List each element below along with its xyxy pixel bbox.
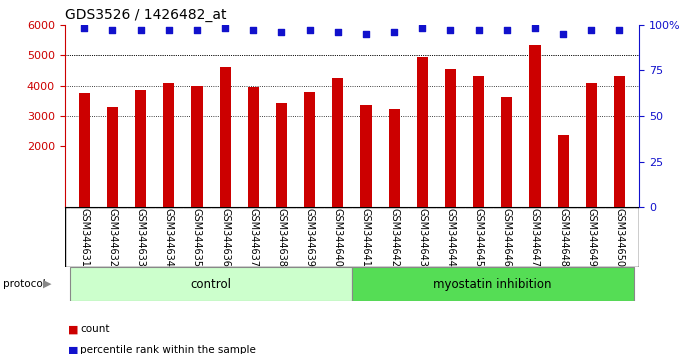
Point — [558, 31, 568, 37]
Text: GSM344650: GSM344650 — [615, 208, 624, 267]
Bar — [417, 57, 428, 207]
Text: GSM344648: GSM344648 — [558, 208, 568, 267]
Text: ■: ■ — [68, 346, 78, 354]
FancyBboxPatch shape — [352, 267, 634, 301]
Point — [473, 27, 484, 33]
Text: control: control — [190, 278, 232, 291]
Bar — [135, 90, 146, 207]
Text: GSM344647: GSM344647 — [530, 208, 540, 267]
Point — [163, 27, 174, 33]
Point — [417, 25, 428, 31]
Text: GSM344646: GSM344646 — [502, 208, 512, 267]
Text: GSM344632: GSM344632 — [107, 208, 118, 267]
Text: GSM344644: GSM344644 — [445, 208, 456, 267]
Point — [276, 29, 287, 35]
Bar — [585, 82, 597, 207]
Bar — [276, 103, 287, 207]
Text: GSM344635: GSM344635 — [192, 208, 202, 267]
Bar — [304, 92, 316, 207]
Point — [333, 29, 343, 35]
Text: GSM344633: GSM344633 — [135, 208, 146, 267]
Text: ▶: ▶ — [43, 279, 52, 289]
Text: GSM344639: GSM344639 — [305, 208, 315, 267]
Point — [501, 27, 512, 33]
Text: GSM344641: GSM344641 — [361, 208, 371, 267]
Text: GSM344645: GSM344645 — [474, 208, 483, 267]
Text: GSM344649: GSM344649 — [586, 208, 596, 267]
Text: GSM344634: GSM344634 — [164, 208, 174, 267]
Point — [248, 27, 259, 33]
Bar — [558, 135, 568, 207]
Bar — [191, 86, 203, 207]
Point — [360, 31, 371, 37]
Point — [614, 27, 625, 33]
Bar — [501, 97, 513, 207]
Text: GSM344640: GSM344640 — [333, 208, 343, 267]
Point — [530, 25, 541, 31]
Text: GSM344631: GSM344631 — [80, 208, 89, 267]
Bar — [529, 45, 541, 207]
Point — [389, 29, 400, 35]
Text: protocol: protocol — [3, 279, 46, 289]
Text: GSM344636: GSM344636 — [220, 208, 230, 267]
Bar — [107, 107, 118, 207]
Bar — [333, 78, 343, 207]
Text: ■: ■ — [68, 324, 78, 334]
Text: percentile rank within the sample: percentile rank within the sample — [80, 346, 256, 354]
Point — [445, 27, 456, 33]
Point — [135, 27, 146, 33]
Text: GSM344638: GSM344638 — [277, 208, 286, 267]
Bar — [445, 69, 456, 207]
Bar — [614, 76, 625, 207]
Text: GSM344637: GSM344637 — [248, 208, 258, 267]
Bar — [220, 67, 231, 207]
Text: count: count — [80, 324, 109, 334]
Point — [304, 27, 315, 33]
Text: GSM344642: GSM344642 — [389, 208, 399, 267]
Bar — [388, 109, 400, 207]
Text: GDS3526 / 1426482_at: GDS3526 / 1426482_at — [65, 8, 226, 22]
Text: myostatin inhibition: myostatin inhibition — [433, 278, 552, 291]
Point — [586, 27, 597, 33]
Bar — [248, 87, 259, 207]
Bar — [163, 83, 175, 207]
FancyBboxPatch shape — [70, 267, 352, 301]
Point — [220, 25, 231, 31]
Point — [192, 27, 203, 33]
Bar — [79, 93, 90, 207]
Bar — [473, 75, 484, 207]
Bar — [360, 105, 371, 207]
Point — [107, 27, 118, 33]
Point — [79, 25, 90, 31]
Text: GSM344643: GSM344643 — [418, 208, 427, 267]
